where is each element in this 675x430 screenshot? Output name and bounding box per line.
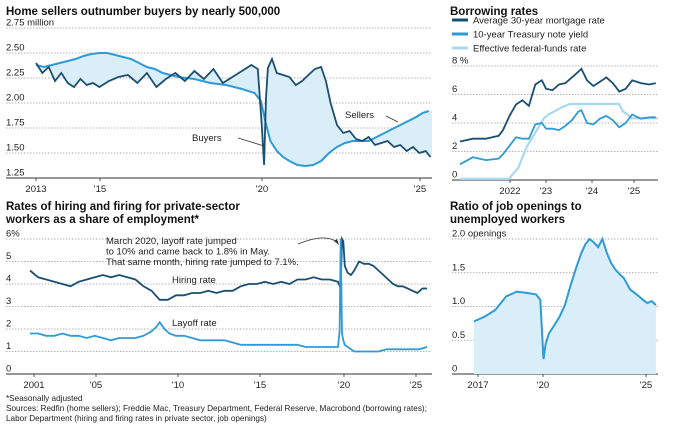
annotation-line-1: March 2020, layoff rate jumped: [106, 236, 237, 247]
y-tick-label: 8 %: [452, 56, 469, 67]
y-tick-label: 2.75 million: [6, 18, 54, 29]
y-tick-label: 1.25: [6, 168, 25, 179]
x-tick-label: '20: [256, 184, 268, 195]
y-tick-label: 3: [6, 296, 11, 307]
footnote-seasonal: *Seasonally adjusted: [6, 394, 83, 403]
y-tick-label: 2: [452, 141, 457, 152]
chart-title-home-sellers: Home sellers outnumber buyers by nearly …: [6, 6, 281, 18]
y-tick-label: 6: [452, 84, 457, 95]
y-tick-label: 0: [452, 364, 457, 375]
x-tick-label: '20: [338, 380, 350, 391]
fill-between-area: [36, 53, 432, 166]
x-tick-label: '15: [254, 380, 266, 391]
y-tick-label: 2: [6, 319, 11, 330]
sources-line-1: Sources: Redfin (home sellers); Freddie …: [6, 404, 427, 414]
y-tick-label: 2.0 openings: [452, 229, 507, 240]
y-tick-label: 1.50: [6, 143, 25, 154]
x-tick-label: '05: [90, 380, 102, 391]
x-tick-label: '25: [414, 184, 426, 195]
sources-line-2: Labor Department (hiring and firing rate…: [6, 414, 267, 424]
y-tick-label: 2.00: [6, 93, 25, 104]
leader-buyers: [237, 137, 265, 147]
line-treasury: [459, 108, 656, 166]
label-buyers: Buyers: [192, 133, 222, 144]
line-fedfunds: [460, 102, 658, 180]
line-openings-ratio: [473, 236, 657, 360]
x-tick-label: '15: [94, 184, 106, 195]
annotation-line-3: That same month, hiring rate jumped to 7…: [106, 257, 299, 268]
x-tick-label: '10: [172, 380, 184, 391]
line-buyers: [35, 56, 432, 166]
y-tick-label: 6%: [6, 229, 20, 240]
y-tick-label: 0: [6, 364, 11, 375]
annotation-arrowhead: [334, 239, 339, 245]
footnotes: *Seasonally adjusted Sources: Redfin (ho…: [6, 394, 427, 425]
x-tick-label: 2001: [23, 380, 44, 391]
chart-title-openings-ratio: Ratio of job openings to unemployed work…: [450, 201, 582, 226]
legend-label: Average 30-year mortgage rate: [473, 16, 605, 27]
line-hiring-rate: [29, 235, 428, 301]
legend-label: Effective federal-funds rate: [473, 44, 586, 55]
y-tick-label: 0: [452, 170, 457, 181]
chart-title-hiring-firing: Rates of hiring and firing for private-s…: [6, 201, 240, 226]
annotation-line-2: to 10% and came back to 1.8% in May.: [106, 247, 270, 258]
x-tick-label: 2022: [499, 186, 520, 197]
y-tick-label: 1.5: [452, 262, 465, 273]
y-tick-label: 5: [6, 251, 11, 262]
x-tick-label: '25: [640, 380, 652, 391]
legend-label: 10-year Treasury note yield: [473, 30, 588, 41]
x-tick-label: '20: [537, 380, 549, 391]
x-tick-label: '25: [410, 380, 422, 391]
label-layoff-rate: Layoff rate: [172, 318, 217, 329]
leader-sellers: [385, 115, 399, 123]
x-tick-label: '24: [586, 186, 598, 197]
label-hiring-rate: Hiring rate: [172, 275, 216, 286]
chart-title-borrowing-rates: Borrowing rates: [450, 6, 539, 18]
y-tick-label: 1.0: [452, 296, 465, 307]
label-sellers: Sellers: [345, 110, 374, 121]
y-tick-label: 1.75: [6, 118, 25, 129]
line-mortgage: [459, 67, 656, 143]
line-layoff-rate: [30, 238, 428, 353]
x-tick-label: 2013: [25, 184, 46, 195]
y-tick-label: 2.25: [6, 68, 25, 79]
y-tick-label: 4: [452, 113, 457, 124]
y-tick-label: 1: [6, 341, 11, 352]
y-tick-label: 0.5: [452, 330, 465, 341]
y-tick-label: 2.50: [6, 43, 25, 54]
y-tick-label: 4: [6, 274, 11, 285]
x-tick-label: '23: [540, 186, 552, 197]
x-tick-label: '25: [628, 186, 640, 197]
x-tick-label: 2017: [467, 380, 488, 391]
